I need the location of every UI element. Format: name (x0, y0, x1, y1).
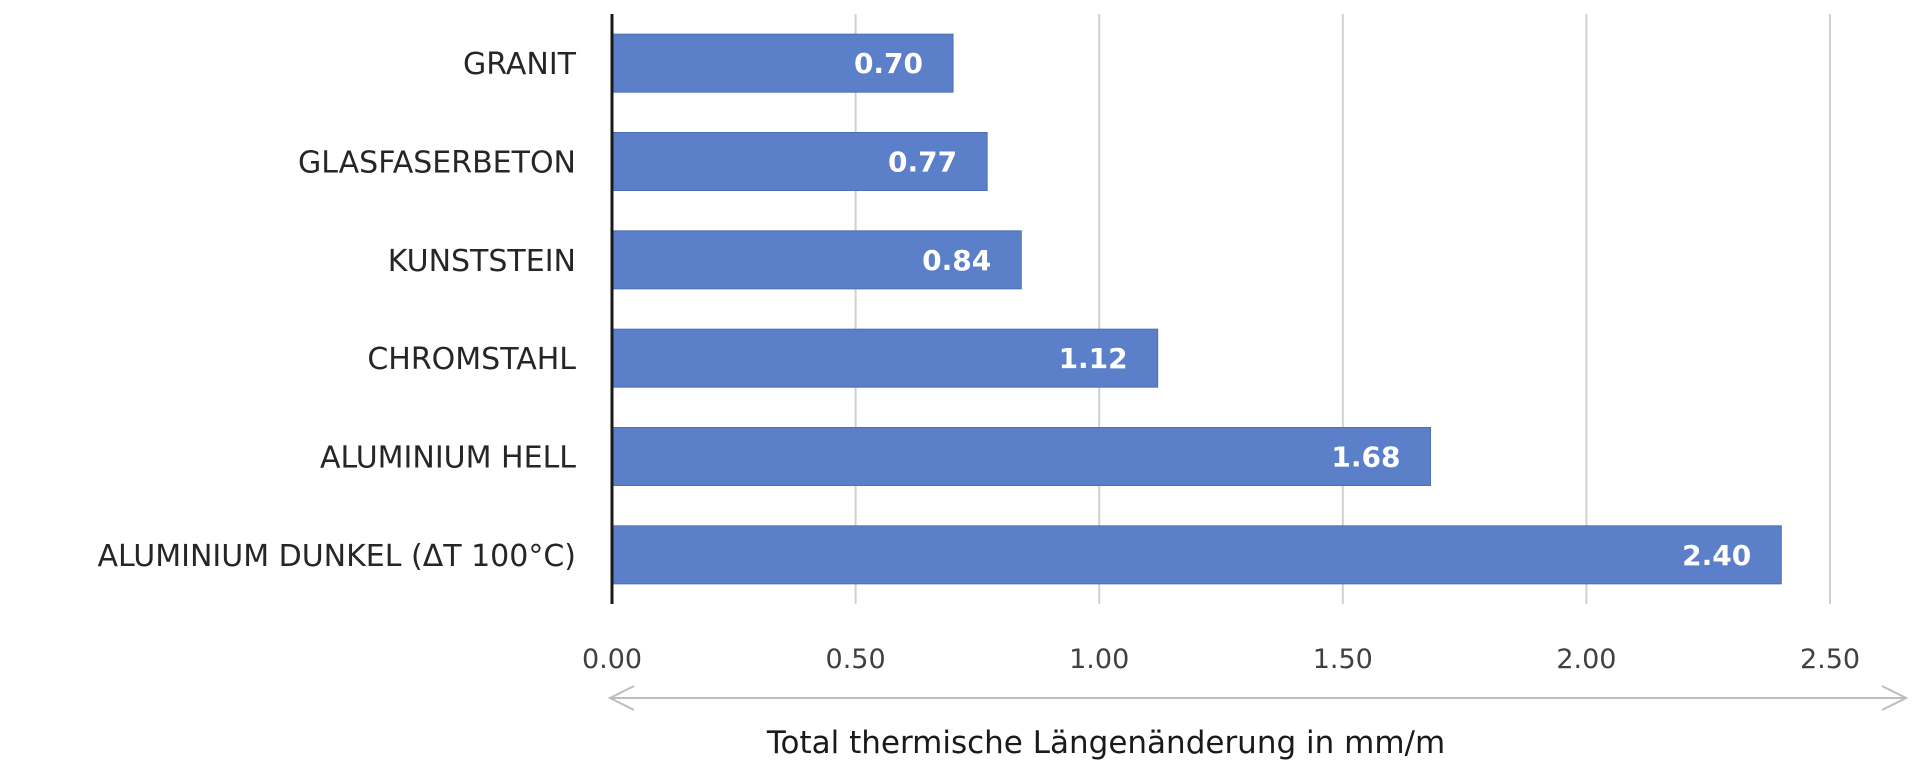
bar-value-label: 0.70 (854, 47, 923, 80)
bars (611, 33, 1782, 585)
x-tick-label: 0.50 (826, 644, 886, 675)
x-tick-label: 2.00 (1556, 644, 1616, 675)
x-tick-label: 1.50 (1313, 644, 1373, 675)
value-labels: 0.70 0.77 0.84 1.12 1.68 2.40 (854, 47, 1751, 572)
bar (611, 230, 1022, 290)
bar (611, 427, 1431, 486)
bar-value-label: 0.77 (888, 146, 957, 179)
bar-value-label: 0.84 (922, 244, 991, 277)
x-axis-title: Total thermische Längenänderung in mm/m (766, 725, 1445, 761)
bar (611, 33, 954, 93)
grid-lines (854, 14, 1831, 604)
bar-value-label: 2.40 (1682, 539, 1751, 572)
bar-value-label: 1.68 (1331, 441, 1400, 474)
category-labels: GRANIT GLASFASERBETON KUNSTSTEIN CHROMSTAHL… (98, 47, 577, 574)
x-tick-label: 0.00 (582, 644, 642, 675)
bar-value-label: 1.12 (1059, 342, 1128, 375)
category-label: KUNSTSTEIN (388, 244, 576, 279)
x-tick-labels: 0.00 0.50 1.00 1.50 2.00 2.50 (582, 644, 1860, 675)
bar (611, 328, 1159, 388)
bar (611, 525, 1782, 585)
category-label: CHROMSTAHL (367, 342, 576, 377)
category-label: GRANIT (463, 47, 577, 82)
double-arrow-icon (607, 685, 1909, 711)
x-tick-label: 2.50 (1800, 644, 1860, 675)
category-label: ALUMINIUM DUNKEL (ΔT 100°C) (98, 539, 576, 574)
category-label: ALUMINIUM HELL (320, 441, 576, 476)
category-label: GLASFASERBETON (298, 146, 576, 181)
x-tick-label: 1.00 (1069, 644, 1129, 675)
